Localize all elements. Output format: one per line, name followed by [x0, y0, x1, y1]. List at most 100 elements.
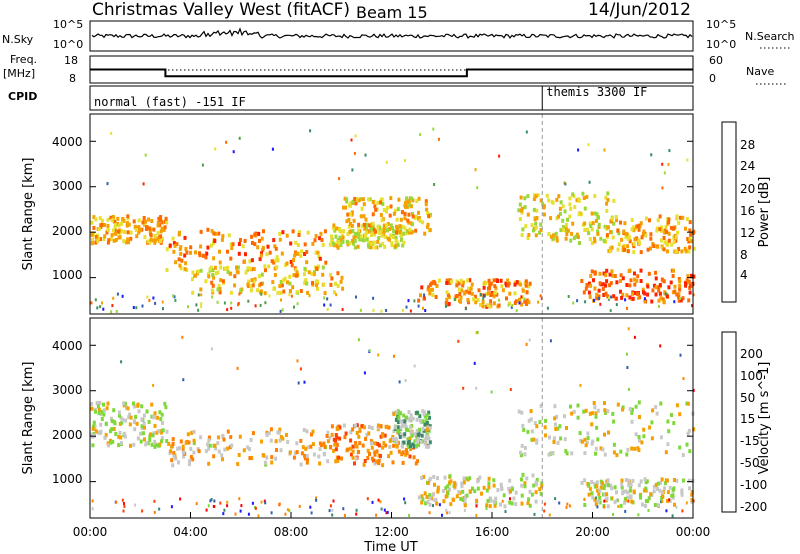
heatmap-cell: [339, 243, 343, 248]
heatmap-cell: [520, 483, 524, 488]
heatmap-cell: [608, 272, 612, 277]
heatmap-cell: [182, 450, 185, 455]
heatmap-cell: [423, 437, 427, 442]
heatmap-cell: [350, 212, 354, 217]
velocity-ytick-1000: 1000: [52, 472, 83, 486]
heatmap-cell: [572, 236, 576, 241]
heatmap-cell: [102, 307, 105, 311]
heatmap-cell: [626, 249, 630, 254]
heatmap-cell: [526, 194, 530, 199]
heatmap-cell: [297, 230, 301, 235]
heatmap-cell: [302, 427, 306, 432]
heatmap-cell: [159, 239, 163, 244]
heatmap-cell: [631, 407, 634, 412]
heatmap-cell: [548, 435, 551, 440]
heatmap-cell: [256, 288, 259, 293]
heatmap-cell: [270, 259, 274, 264]
heatmap-cell: [661, 162, 664, 166]
heatmap-cell: [585, 194, 589, 199]
heatmap-cell: [434, 295, 438, 299]
heatmap-cell: [514, 299, 518, 304]
heatmap-cell: [610, 218, 614, 223]
heatmap-cell: [239, 288, 243, 293]
heatmap-cell: [230, 246, 234, 251]
heatmap-cell: [442, 488, 445, 493]
heatmap-cell: [333, 290, 336, 295]
heatmap-cell: [334, 438, 338, 443]
heatmap-cell: [229, 256, 233, 261]
heatmap-cell: [183, 235, 187, 240]
heatmap-cell: [252, 279, 256, 284]
heatmap-cell: [595, 425, 599, 430]
heatmap-cell: [421, 439, 425, 444]
heatmap-cell: [395, 444, 399, 449]
heatmap-cell: [389, 450, 393, 455]
heatmap-cell: [318, 447, 322, 451]
heatmap-cell: [248, 266, 252, 271]
heatmap-cell: [357, 229, 360, 234]
heatmap-cell: [271, 147, 274, 151]
heatmap-cell: [593, 271, 597, 276]
velocity-ytick-4000: 4000: [52, 339, 83, 353]
heatmap-cell: [243, 238, 247, 243]
heatmap-cell: [143, 235, 147, 240]
heatmap-cell: [403, 423, 407, 428]
heatmap-cell: [519, 282, 523, 287]
heatmap-cell: [425, 444, 428, 449]
heatmap-cell: [266, 244, 270, 249]
heatmap-cell: [606, 191, 610, 196]
heatmap-cell: [385, 511, 388, 515]
heatmap-cell: [526, 212, 530, 217]
heatmap-cell: [152, 431, 156, 436]
heatmap-cell: [597, 224, 601, 229]
heatmap-cell: [690, 490, 694, 495]
heatmap-cell: [568, 196, 572, 201]
heatmap-cell: [171, 437, 175, 442]
heatmap-cell: [230, 306, 233, 310]
heatmap-cell: [589, 283, 593, 288]
heatmap-cell: [132, 401, 135, 406]
heatmap-cell: [624, 489, 628, 494]
heatmap-cell: [565, 232, 569, 236]
heatmap-cell: [604, 291, 608, 296]
heatmap-cell: [434, 497, 438, 502]
heatmap-cell: [235, 265, 238, 270]
heatmap-cell: [460, 483, 464, 488]
heatmap-cell: [117, 443, 121, 448]
heatmap-cell: [195, 502, 198, 506]
heatmap-cell: [230, 443, 234, 448]
heatmap-cell: [475, 498, 479, 503]
heatmap-cell: [112, 296, 115, 300]
heatmap-cell: [610, 269, 614, 274]
heatmap-cell: [496, 488, 500, 493]
heatmap-cell: [549, 451, 553, 456]
heatmap-cell: [103, 223, 106, 227]
heatmap-cell: [357, 434, 361, 439]
heatmap-cell: [274, 456, 278, 461]
heatmap-cell: [508, 500, 512, 505]
heatmap-cell: [109, 416, 113, 421]
heatmap-cell: [199, 435, 203, 440]
heatmap-cell: [520, 453, 523, 458]
heatmap-cell: [428, 440, 432, 445]
heatmap-cell: [351, 455, 355, 460]
heatmap-cell: [476, 330, 479, 334]
heatmap-cell: [392, 412, 396, 417]
heatmap-cell: [281, 308, 284, 312]
heatmap-cell: [669, 225, 673, 230]
heatmap-cell: [467, 300, 470, 305]
heatmap-cell: [182, 378, 185, 382]
heatmap-cell: [368, 223, 372, 228]
heatmap-cell: [548, 513, 551, 517]
heatmap-cell: [91, 237, 94, 242]
power-colorbar-label: Power [dB]: [757, 177, 772, 248]
heatmap-cell: [595, 500, 598, 505]
time-tick-label: 20:00: [575, 525, 610, 539]
heatmap-cell: [206, 272, 210, 277]
heatmap-cell: [677, 247, 681, 251]
heatmap-cell: [371, 221, 375, 226]
heatmap-cell: [100, 409, 104, 414]
heatmap-cell: [396, 243, 400, 248]
heatmap-cell: [300, 451, 304, 456]
heatmap-cell: [628, 407, 632, 412]
